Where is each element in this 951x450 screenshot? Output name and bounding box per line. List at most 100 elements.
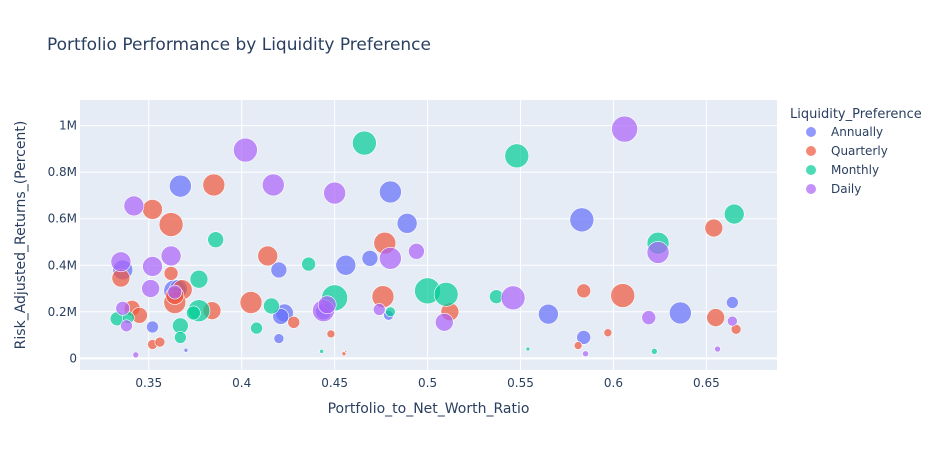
legend-item-label[interactable]: Monthly	[831, 163, 879, 177]
data-point[interactable]	[714, 345, 721, 353]
y-tick-label: 1M	[59, 119, 77, 133]
data-point[interactable]	[141, 279, 160, 298]
data-point[interactable]	[434, 312, 454, 332]
data-point[interactable]	[611, 115, 638, 143]
series-daily	[110, 115, 738, 359]
legend-title: Liquidity_Preference	[790, 107, 922, 122]
data-point[interactable]	[183, 347, 189, 353]
data-point[interactable]	[160, 245, 182, 267]
data-point[interactable]	[239, 291, 263, 314]
data-point[interactable]	[669, 301, 692, 325]
x-axis-title: Portfolio_to_Net_Worth_Ratio	[328, 401, 530, 417]
data-point[interactable]	[319, 349, 324, 354]
data-point[interactable]	[582, 350, 589, 358]
data-point[interactable]	[132, 351, 140, 359]
data-point[interactable]	[146, 320, 159, 334]
data-point[interactable]	[207, 231, 224, 248]
data-point[interactable]	[335, 254, 357, 276]
data-point[interactable]	[250, 321, 263, 335]
data-point[interactable]	[262, 173, 285, 197]
data-point[interactable]	[433, 282, 459, 307]
data-point[interactable]	[257, 245, 279, 267]
data-point[interactable]	[361, 249, 379, 267]
data-point[interactable]	[189, 269, 209, 289]
data-point[interactable]	[603, 328, 613, 338]
series-monthly	[109, 130, 745, 355]
data-point[interactable]	[372, 303, 386, 316]
data-point[interactable]	[727, 315, 738, 327]
data-point[interactable]	[115, 301, 131, 316]
data-point[interactable]	[379, 246, 402, 270]
chart-title: Portfolio Performance by Liquidity Prefe…	[47, 35, 431, 55]
y-tick-label: 0.6M	[48, 212, 77, 226]
data-point[interactable]	[610, 283, 636, 308]
legend-marker	[806, 127, 816, 137]
point-layer	[109, 115, 745, 359]
data-point[interactable]	[573, 341, 583, 350]
data-point[interactable]	[500, 285, 526, 311]
data-point[interactable]	[272, 308, 290, 325]
data-point[interactable]	[371, 285, 395, 308]
data-point[interactable]	[142, 199, 163, 220]
data-point[interactable]	[202, 173, 226, 197]
data-point[interactable]	[287, 315, 301, 329]
x-tick-label: 0.5	[418, 376, 437, 390]
data-point[interactable]	[169, 174, 192, 198]
data-point[interactable]	[352, 130, 377, 156]
data-point[interactable]	[723, 203, 745, 225]
data-point[interactable]	[110, 251, 132, 273]
data-point[interactable]	[186, 305, 201, 321]
data-point[interactable]	[154, 336, 166, 348]
data-point[interactable]	[385, 306, 396, 318]
data-point[interactable]	[326, 329, 336, 339]
data-point[interactable]	[706, 308, 725, 327]
y-tick-label: 0	[69, 351, 77, 365]
data-point[interactable]	[163, 266, 179, 281]
data-point[interactable]	[233, 137, 258, 163]
legend-marker	[806, 165, 816, 175]
legend: Liquidity_Preference Annually Quarterly Mo…	[790, 107, 922, 196]
data-point[interactable]	[641, 310, 657, 325]
x-tick-label: 0.55	[507, 376, 534, 390]
data-point[interactable]	[263, 297, 280, 315]
data-point[interactable]	[341, 351, 347, 357]
legend-item-label[interactable]: Quarterly	[831, 144, 888, 158]
data-point[interactable]	[569, 207, 595, 233]
y-tick-label: 0.2M	[48, 305, 77, 319]
legend-marker	[806, 146, 816, 156]
data-point[interactable]	[301, 256, 316, 272]
x-tick-label: 0.65	[693, 376, 720, 390]
data-point[interactable]	[344, 350, 348, 353]
data-point[interactable]	[142, 256, 163, 277]
data-point[interactable]	[504, 143, 530, 169]
data-point[interactable]	[408, 242, 425, 260]
data-point[interactable]	[576, 330, 591, 345]
x-tick-label: 0.45	[321, 376, 348, 390]
x-tick-label: 0.4	[232, 376, 251, 390]
data-point[interactable]	[379, 180, 402, 204]
data-point[interactable]	[646, 241, 670, 264]
legend-item-label[interactable]: Daily	[831, 182, 861, 196]
data-point[interactable]	[704, 218, 724, 238]
data-point[interactable]	[651, 348, 658, 355]
data-point[interactable]	[538, 303, 559, 325]
data-point[interactable]	[174, 331, 187, 344]
data-point[interactable]	[317, 295, 337, 315]
data-point[interactable]	[396, 213, 418, 234]
data-point[interactable]	[323, 181, 346, 205]
legend-item-label[interactable]: Annually	[831, 125, 883, 139]
data-point[interactable]	[525, 346, 531, 352]
data-point[interactable]	[273, 333, 285, 344]
data-point[interactable]	[576, 283, 591, 299]
data-point[interactable]	[726, 296, 739, 309]
data-point[interactable]	[158, 212, 184, 237]
data-point[interactable]	[167, 284, 183, 300]
tick-layer: 0.35 0.4 0.45 0.5 0.55 0.6 0.65 0 0.2M 0.4M 0.6M 0.…	[48, 119, 720, 390]
data-point[interactable]	[270, 261, 288, 279]
data-point[interactable]	[120, 319, 133, 333]
data-point[interactable]	[123, 195, 145, 217]
x-tick-label: 0.6	[604, 376, 623, 390]
y-axis-title: Risk_Adjusted_Returns_(Percent)	[13, 121, 29, 350]
